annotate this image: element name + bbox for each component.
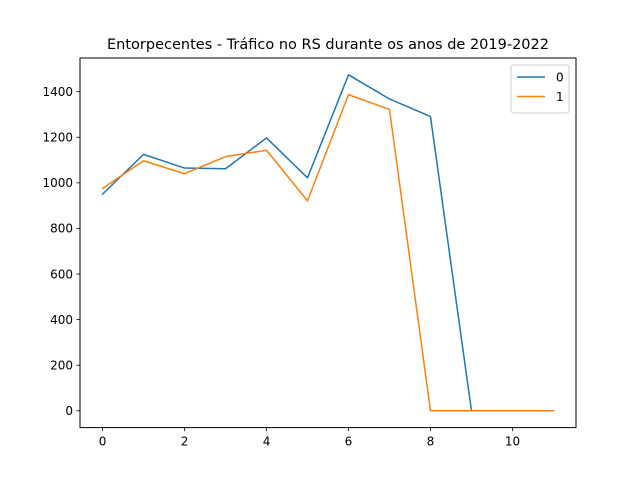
y-tick-label: 0 bbox=[65, 404, 73, 418]
chart-title: Entorpecentes - Tráfico no RS durante os… bbox=[107, 37, 549, 53]
legend-label-0: 0 bbox=[556, 70, 564, 84]
legend: 01 bbox=[510, 64, 570, 114]
x-tick-label: 0 bbox=[99, 435, 107, 449]
y-tick-label: 1400 bbox=[42, 85, 73, 99]
y-tick-label: 1000 bbox=[42, 176, 73, 190]
series-lines bbox=[101, 74, 555, 412]
x-tick-label: 4 bbox=[263, 435, 271, 449]
x-tick-label: 6 bbox=[345, 435, 353, 449]
y-tick-label: 800 bbox=[50, 222, 73, 236]
y-tick-label: 600 bbox=[50, 267, 73, 281]
x-axis: 0 2 4 6 8 10 bbox=[99, 427, 520, 449]
y-tick-label: 200 bbox=[50, 359, 73, 373]
x-tick-label: 8 bbox=[427, 435, 435, 449]
series-1-line bbox=[101, 93, 555, 412]
y-tick-label: 1200 bbox=[42, 131, 73, 145]
plot-frame bbox=[79, 57, 577, 429]
y-axis: 0 200 400 600 800 1000 1200 1400 bbox=[42, 85, 80, 418]
x-tick-label: 2 bbox=[181, 435, 189, 449]
x-tick-label: 10 bbox=[505, 435, 520, 449]
y-tick-label: 400 bbox=[50, 313, 73, 327]
plot-area bbox=[80, 58, 576, 428]
legend-label-1: 1 bbox=[556, 90, 564, 104]
